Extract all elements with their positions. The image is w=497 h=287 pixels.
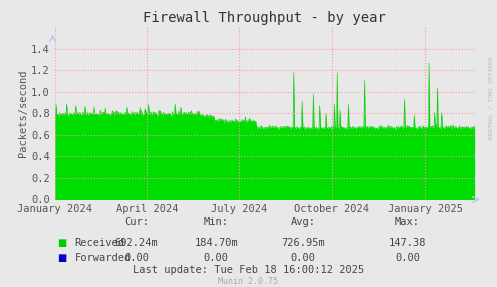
Text: Cur:: Cur: — [124, 217, 149, 227]
Text: ■: ■ — [57, 253, 67, 263]
Title: Firewall Throughput - by year: Firewall Throughput - by year — [143, 11, 386, 25]
Text: 147.38: 147.38 — [389, 238, 426, 247]
Text: Last update: Tue Feb 18 16:00:12 2025: Last update: Tue Feb 18 16:00:12 2025 — [133, 265, 364, 275]
Text: 0.00: 0.00 — [291, 253, 316, 263]
Text: Forwarded: Forwarded — [75, 253, 131, 263]
Text: Max:: Max: — [395, 217, 420, 227]
Text: 184.70m: 184.70m — [194, 238, 238, 247]
Y-axis label: Packets/second: Packets/second — [18, 70, 28, 157]
Text: 0.00: 0.00 — [124, 253, 149, 263]
Text: 0.00: 0.00 — [395, 253, 420, 263]
Text: Min:: Min: — [204, 217, 229, 227]
Text: Avg:: Avg: — [291, 217, 316, 227]
Text: RRDTOOL / TOBI OETIKER: RRDTOOL / TOBI OETIKER — [489, 56, 494, 139]
Text: ■: ■ — [57, 238, 67, 247]
Text: 692.24m: 692.24m — [115, 238, 159, 247]
Text: 726.95m: 726.95m — [281, 238, 325, 247]
Text: Received: Received — [75, 238, 125, 247]
Text: 0.00: 0.00 — [204, 253, 229, 263]
Text: Munin 2.0.75: Munin 2.0.75 — [219, 277, 278, 286]
